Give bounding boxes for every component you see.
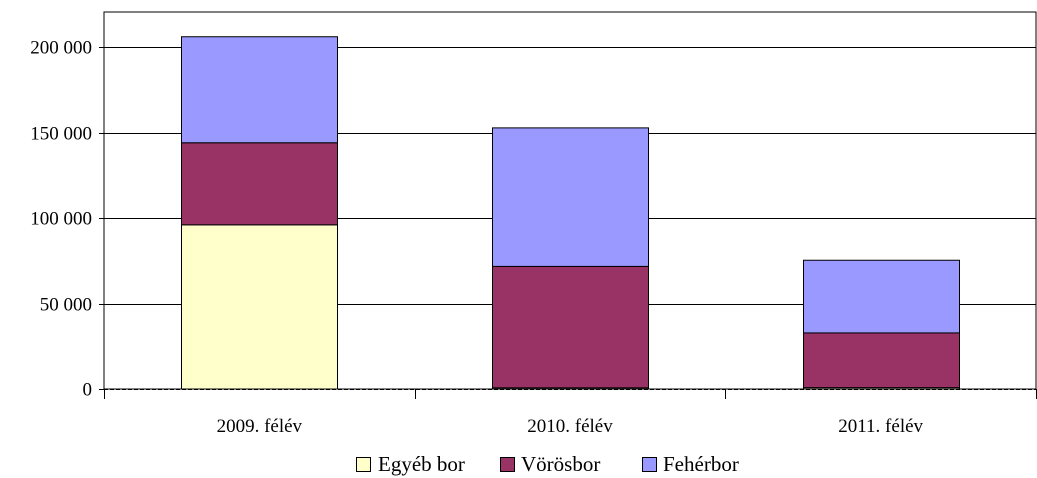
legend-label: Vörösbor [521, 452, 600, 476]
legend-label: Egyéb bor [378, 452, 465, 476]
y-tick-label: 0 [83, 380, 93, 401]
legend-swatch [356, 457, 371, 472]
bar-segment [181, 36, 338, 144]
bar-segment [492, 127, 649, 267]
bar-segment [803, 259, 960, 334]
legend-label: Fehérbor [663, 452, 739, 476]
x-axis: 2009. félév 2010. félév 2011. félév [104, 389, 1037, 437]
y-tick-label: 50 000 [40, 295, 92, 316]
y-axis: 0 50 000 100 000 150 000 200 000 [30, 38, 104, 401]
x-tick-label: 2010. félév [527, 416, 613, 437]
legend: Egyéb bor Vörösbor Fehérbor [356, 452, 739, 476]
x-tick-label: 2009. félév [217, 416, 303, 437]
legend-swatch [500, 457, 515, 472]
y-tick-label: 150 000 [30, 124, 92, 145]
y-tick-label: 200 000 [30, 38, 92, 59]
y-tick-label: 100 000 [30, 209, 92, 230]
bar-segment [803, 332, 960, 389]
x-tick-label: 2011. félév [838, 416, 923, 437]
bar-segment [181, 142, 338, 226]
bar-segment [492, 265, 649, 389]
bars [181, 36, 960, 390]
bar-segment [181, 224, 338, 390]
legend-swatch [642, 457, 657, 472]
